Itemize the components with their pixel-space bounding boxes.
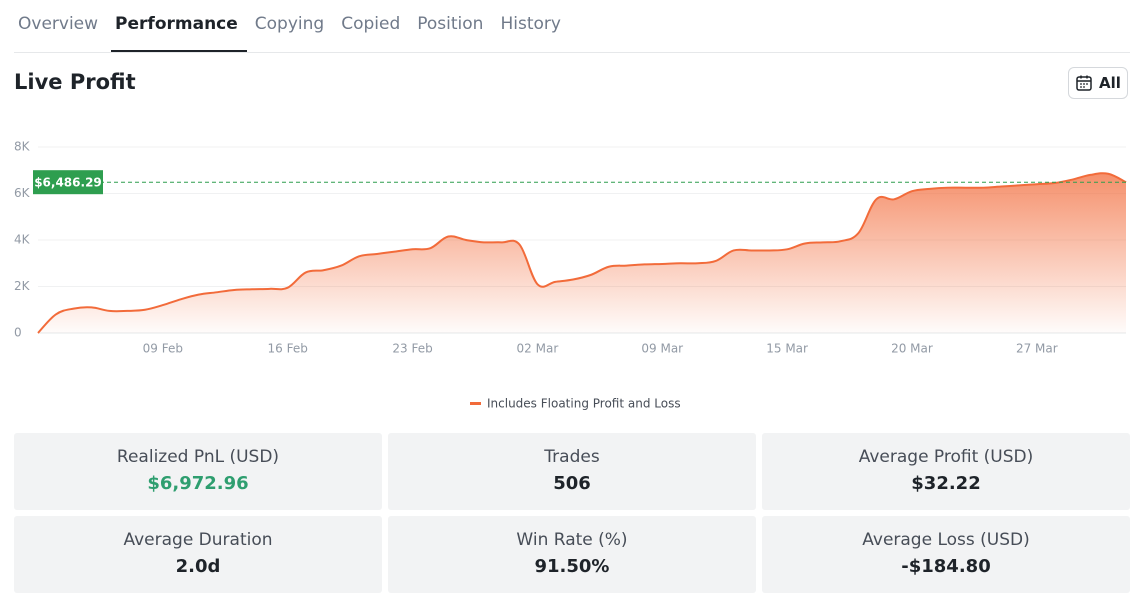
stat-card: Average Loss (USD) -$184.80: [762, 516, 1130, 593]
stat-label: Average Loss (USD): [862, 530, 1030, 550]
stat-card: Average Profit (USD) $32.22: [762, 433, 1130, 510]
stat-value: -$184.80: [901, 556, 991, 577]
x-tick-label: 15 Mar: [766, 342, 808, 356]
line: [37, 172, 1127, 334]
range-button[interactable]: All: [1068, 67, 1128, 99]
tab[interactable]: Copied: [341, 14, 401, 34]
legend-swatch: [470, 402, 481, 405]
tab[interactable]: Overview: [18, 14, 99, 34]
x-tick-label: 09 Feb: [143, 342, 183, 356]
y-tick-label: 0: [14, 326, 22, 340]
stat-value: 506: [553, 473, 591, 494]
calendar-icon: [1076, 75, 1092, 91]
stat-card: Average Duration 2.0d: [14, 516, 382, 593]
range-label: All: [1099, 74, 1121, 92]
stats-grid: Realized PnL (USD) $6,972.96 Trades 506 Aver…: [14, 433, 1130, 593]
current-badge: [33, 170, 103, 195]
x-tick-label: 23 Feb: [392, 342, 432, 356]
stat-value: 91.50%: [534, 556, 610, 577]
y-tick-label: 2K: [14, 279, 31, 293]
x-tick-label: 16 Feb: [268, 342, 308, 356]
stat-value: $32.22: [911, 473, 981, 494]
chart: 0 2K 4K 6K 8K 09 Feb 16 Feb 23 Feb 02 Mar 09 Mar 1…: [14, 140, 1127, 411]
x-tick-label: 20 Mar: [891, 342, 933, 356]
current-label: $6,486.29: [34, 176, 102, 190]
tab-bar: Overview Performance Copying Copied Position…: [14, 0, 1130, 53]
stat-value: $6,972.96: [147, 473, 249, 494]
stat-label: Win Rate (%): [516, 530, 628, 550]
stat-label: Average Profit (USD): [858, 447, 1034, 467]
stat-label: Average Duration: [123, 530, 273, 550]
x-tick-label: 09 Mar: [641, 342, 683, 356]
legend-label: Includes Floating Profit and Loss: [487, 397, 681, 411]
stat-label: Trades: [544, 447, 600, 467]
section-title: Live Profit: [14, 70, 136, 94]
stat-card: Trades 506: [388, 433, 756, 510]
y-tick-label: 8K: [14, 140, 31, 154]
x-tick-label: 02 Mar: [517, 342, 559, 356]
stat-value: 2.0d: [175, 556, 221, 577]
y-tick-label: 6K: [14, 186, 31, 200]
x-tick-label: 27 Mar: [1016, 342, 1058, 356]
tab[interactable]: Position: [417, 14, 484, 34]
stat-label: Realized PnL (USD): [116, 447, 280, 467]
tab[interactable]: Performance: [111, 0, 247, 52]
y-tick-label: 4K: [14, 233, 31, 247]
stat-card: Win Rate (%) 91.50%: [388, 516, 756, 593]
tab[interactable]: History: [500, 14, 561, 34]
area: [38, 173, 1126, 333]
tab[interactable]: Copying: [254, 14, 325, 34]
stat-card: Realized PnL (USD) $6,972.96: [14, 433, 382, 510]
